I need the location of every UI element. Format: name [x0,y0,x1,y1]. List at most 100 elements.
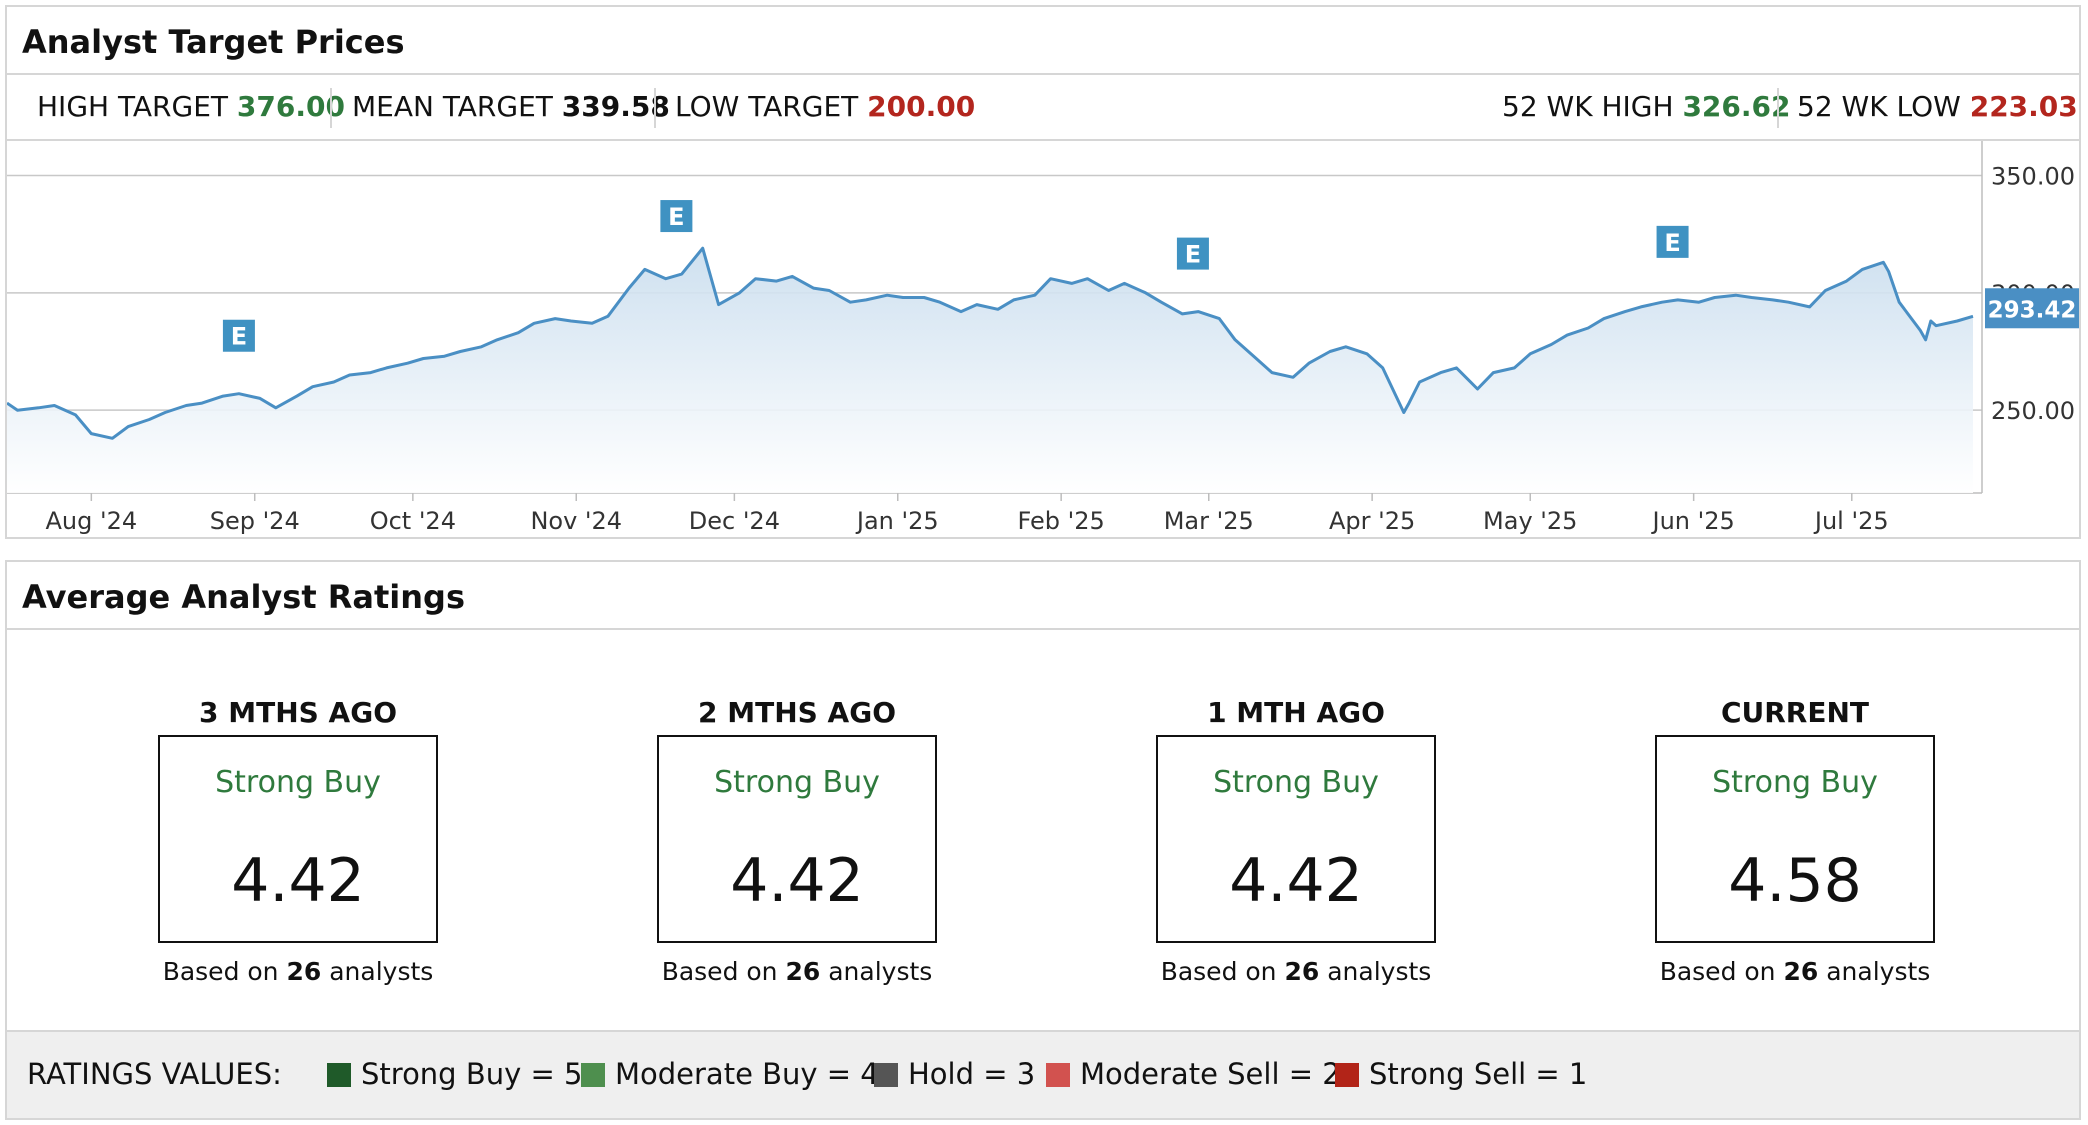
legend-swatch [581,1063,605,1087]
earnings-marker: E [1176,237,1209,270]
x-tick-label: Feb '25 [1018,507,1105,535]
rating-period-title: 3 MTHS AGO [199,696,397,729]
average-analyst-ratings-panel: Average Analyst Ratings 3 MTHS AGO Stron… [5,560,2081,1120]
legend-item-moderate-buy: Moderate Buy = 4 [581,1032,879,1116]
x-tick-label: Jan '25 [855,507,939,535]
high-target-stat: HIGH TARGET 376.00 [37,75,345,139]
earnings-marker-label: E [1185,241,1201,269]
earnings-marker-label: E [668,203,684,231]
52wk-low-label: 52 WK LOW [1797,90,1961,123]
x-tick-label: Mar '25 [1164,507,1254,535]
low-target-value: 200.00 [867,90,976,123]
rating-label: Strong Buy [1712,765,1878,800]
stat-divider [1777,88,1779,128]
low-target-stat: LOW TARGET 200.00 [675,75,975,139]
earnings-marker: E [660,200,693,233]
rating-label: Strong Buy [1213,765,1379,800]
based-on-text: Based on [1659,957,1776,986]
based-on-text: Based on [162,957,279,986]
analyst-count-note: Based on 26 analysts [657,957,937,986]
rating-period-title: 2 MTHS AGO [698,696,896,729]
analyst-count-note: Based on 26 analysts [1655,957,1935,986]
legend-swatch [1335,1063,1359,1087]
rating-period-title: CURRENT [1720,696,1870,729]
rating-score: 4.58 [1728,846,1862,916]
rating-score: 4.42 [231,846,365,916]
legend-item-strong-buy: Strong Buy = 5 [327,1032,582,1116]
analysts-text: analysts [329,957,434,986]
price-line [7,246,1974,440]
x-tick-label: Dec '24 [689,507,780,535]
legend-label: Moderate Buy = 4 [615,1057,879,1091]
analysts-text: analysts [828,957,933,986]
52wk-high-value: 326.62 [1682,90,1791,123]
52wk-low-value: 223.03 [1969,90,2078,123]
high-target-label: HIGH TARGET [37,90,228,123]
based-on-text: Based on [1160,957,1277,986]
earnings-marker-box [1176,237,1209,270]
52wk-high-stat: 52 WK HIGH 326.62 [1502,75,1791,139]
target-stats-bar: HIGH TARGET 376.00 MEAN TARGET 339.58 LO… [7,75,2079,141]
earnings-marker: E [1656,225,1689,258]
mean-target-value: 339.58 [561,90,670,123]
y-tick-label: 250.00 [1991,397,2075,425]
rating-box: Strong Buy 4.42 [657,735,937,943]
analyst-count-note: Based on 26 analysts [158,957,438,986]
legend-item-strong-sell: Strong Sell = 1 [1335,1032,1587,1116]
legend-item-moderate-sell: Moderate Sell = 2 [1046,1032,1341,1116]
x-tick-label: Jun '25 [1651,507,1735,535]
rating-card-3-months-ago: 3 MTHS AGO Strong Buy 4.42 Based on 26 a… [158,697,438,986]
y-tick-label: 350.00 [1991,162,2075,190]
rating-box: Strong Buy 4.42 [1156,735,1436,943]
low-target-label: LOW TARGET [675,90,859,123]
legend-item-hold: Hold = 3 [874,1032,1035,1116]
analyst-count: 26 [785,957,821,986]
analyst-target-prices-panel: Analyst Target Prices HIGH TARGET 376.00… [5,5,2081,539]
earnings-marker-box [660,200,693,233]
earnings-marker-label: E [231,323,247,351]
analyst-count: 26 [1284,957,1320,986]
current-price-tag [1985,288,2079,329]
panel-title: Average Analyst Ratings [7,562,2079,630]
x-tick-label: Jul '25 [1813,507,1889,535]
rating-period-title: 1 MTH AGO [1207,696,1385,729]
analyst-count: 26 [286,957,322,986]
earnings-marker-box [222,319,255,352]
ratings-legend: RATINGS VALUES: Strong Buy = 5 Moderate … [7,1030,2079,1118]
high-target-value: 376.00 [236,90,345,123]
x-tick-label: Aug '24 [46,507,138,535]
analysts-text: analysts [1327,957,1432,986]
earnings-marker-box [1656,225,1689,258]
current-price-value: 293.42 [1988,297,2077,323]
legend-label: Strong Sell = 1 [1369,1057,1588,1091]
legend-swatch [874,1063,898,1087]
legend-title: RATINGS VALUES: [27,1057,282,1091]
earnings-marker: E [222,319,255,352]
legend-swatch [327,1063,351,1087]
rating-card-current: CURRENT Strong Buy 4.58 Based on 26 anal… [1655,697,1935,986]
legend-label: Moderate Sell = 2 [1080,1057,1341,1091]
based-on-text: Based on [661,957,778,986]
analysts-text: analysts [1826,957,1931,986]
legend-swatch [1046,1063,1070,1087]
rating-label: Strong Buy [714,765,880,800]
x-tick-label: Nov '24 [530,507,622,535]
rating-score: 4.42 [1229,846,1363,916]
rating-label: Strong Buy [215,765,381,800]
mean-target-label: MEAN TARGET [352,90,553,123]
x-tick-label: Oct '24 [370,507,456,535]
rating-box: Strong Buy 4.58 [1655,735,1935,943]
rating-score: 4.42 [730,846,864,916]
earnings-marker-label: E [1664,229,1680,257]
rating-box: Strong Buy 4.42 [158,735,438,943]
52wk-low-stat: 52 WK LOW 223.03 [1797,75,2078,139]
panel-title: Analyst Target Prices [7,7,2079,75]
legend-label: Hold = 3 [908,1057,1036,1091]
x-tick-label: Apr '25 [1329,507,1415,535]
rating-card-1-month-ago: 1 MTH AGO Strong Buy 4.42 Based on 26 an… [1156,697,1436,986]
analyst-count: 26 [1783,957,1819,986]
x-tick-label: May '25 [1483,507,1577,535]
x-tick-label: Sep '24 [210,507,300,535]
